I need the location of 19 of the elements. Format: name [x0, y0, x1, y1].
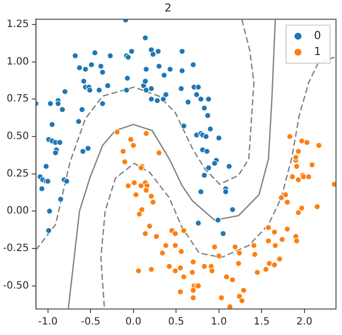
- chart-title: 2: [164, 1, 172, 14]
- y-tick-label: 0.00: [6, 206, 29, 217]
- y-tick-label: 1.00: [6, 56, 29, 68]
- y-tick-label: -0.25: [3, 243, 29, 254]
- x-tick-label: 1.0: [210, 316, 227, 328]
- x-tick-label: 0.0: [125, 316, 142, 328]
- x-tick-label: 2.0: [296, 316, 312, 328]
- x-tick-label: -1.0: [38, 316, 58, 328]
- y-tick-label: 0.75: [6, 94, 29, 105]
- y-tick-label: 0.50: [6, 131, 29, 142]
- y-tick-label: 0.25: [6, 168, 29, 180]
- legend-label: 1: [314, 45, 321, 58]
- legend-label: 0: [314, 29, 321, 42]
- x-tick-label: 1.5: [254, 316, 270, 328]
- x-tick-label: 0.5: [168, 316, 184, 328]
- x-tick-label: -0.5: [80, 316, 100, 328]
- y-tick-label: -0.50: [3, 280, 29, 292]
- y-tick-label: 1.25: [6, 19, 29, 30]
- line-series: [100, 56, 335, 308]
